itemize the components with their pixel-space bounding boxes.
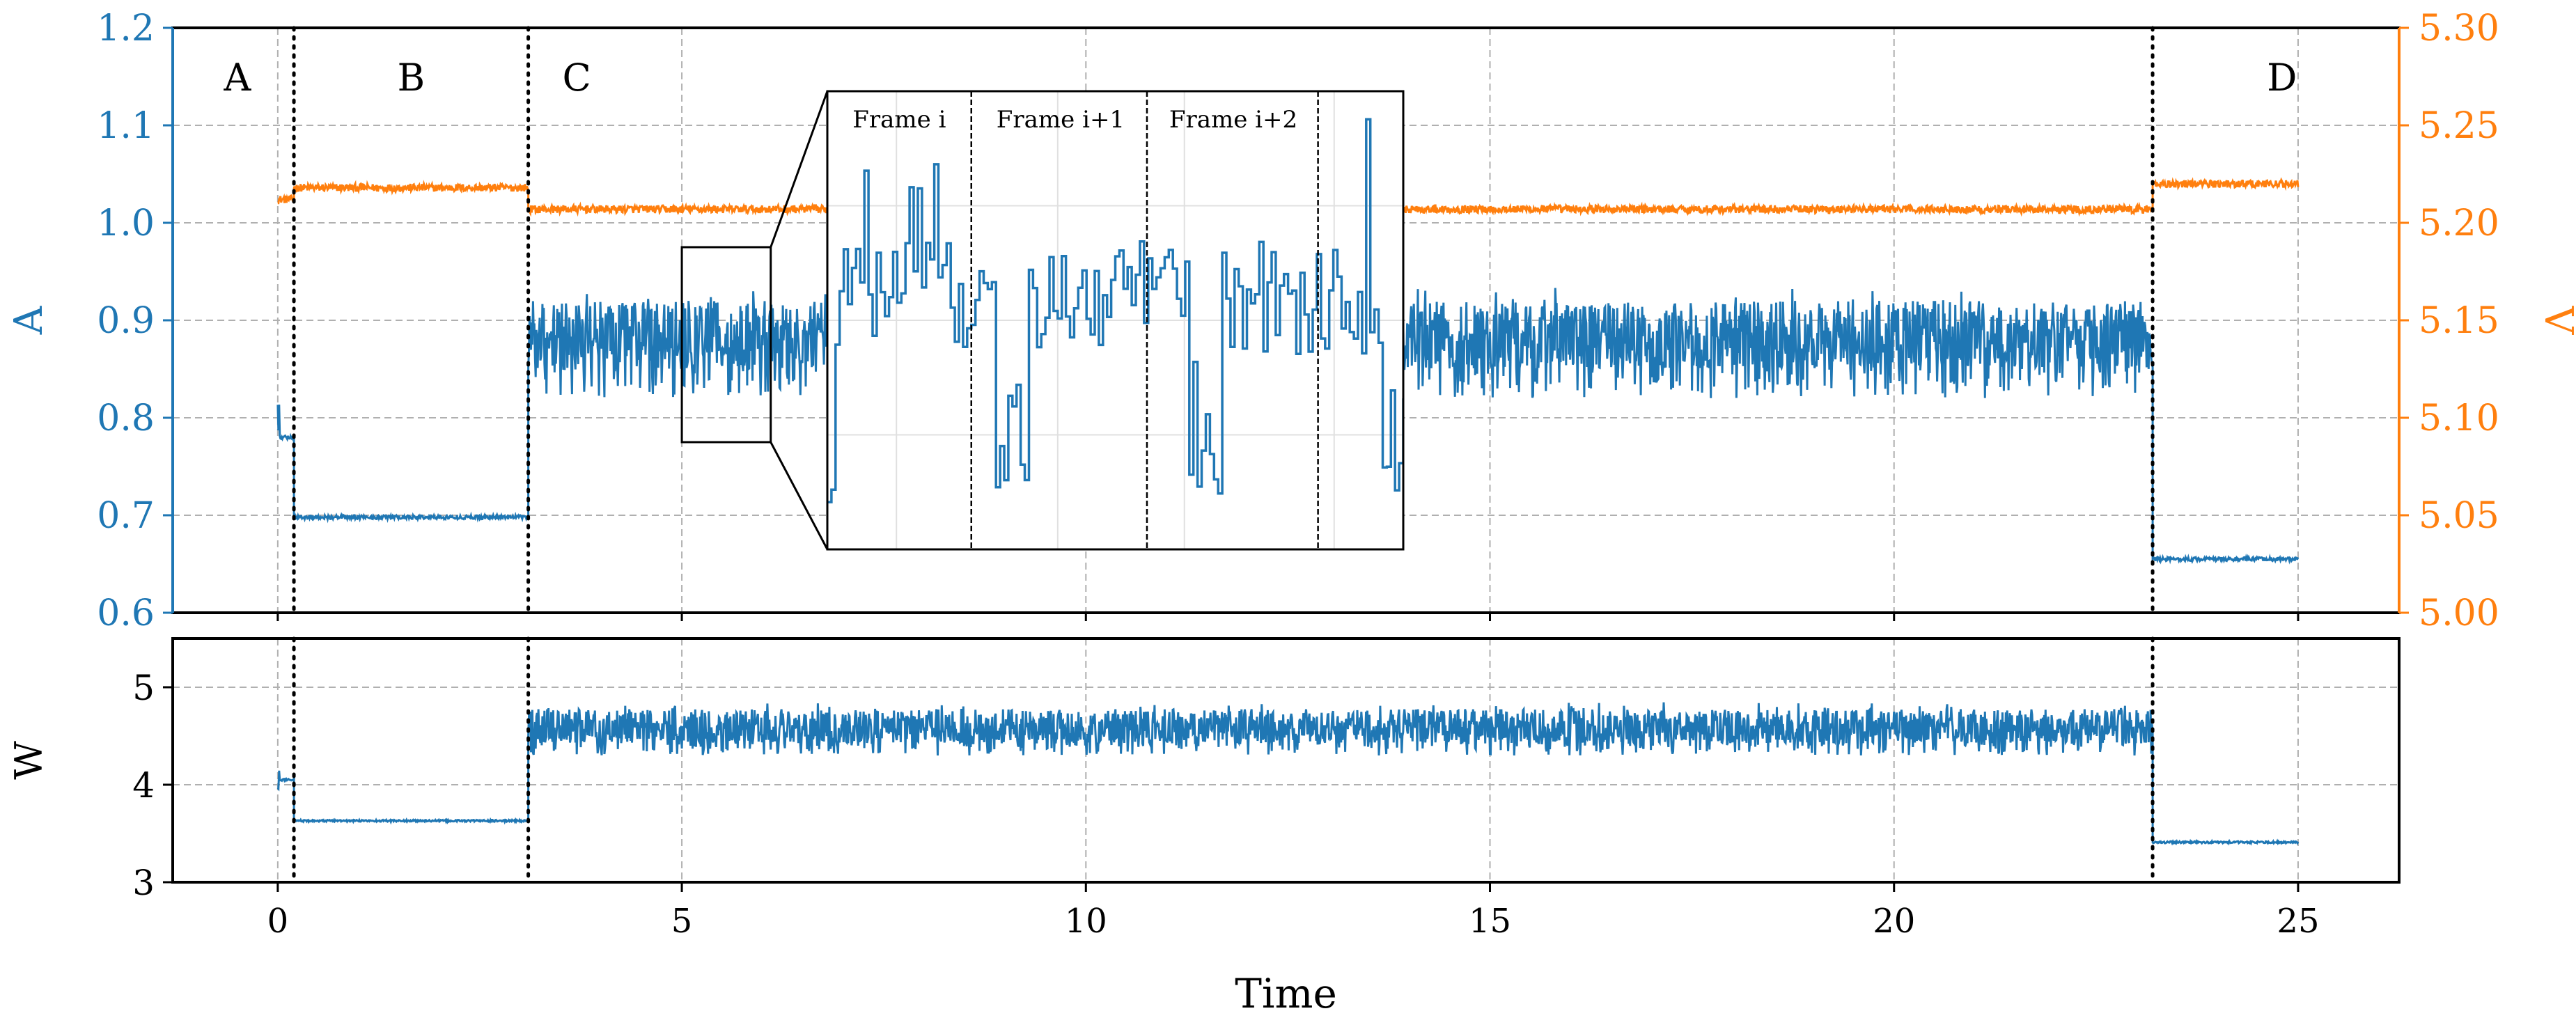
right-y-tick-label: 5.15 — [2419, 300, 2499, 342]
right-y-axis-label: V — [2536, 306, 2576, 336]
x-tick-label: 5 — [671, 902, 693, 941]
phase-label: A — [223, 56, 251, 100]
x-tick-label: 20 — [1873, 902, 1915, 941]
phase-label: B — [397, 56, 425, 100]
left-y-tick-label: 1.0 — [97, 203, 155, 244]
left-y-tick-label: 1.2 — [97, 8, 155, 49]
phase-label: C — [563, 56, 591, 100]
power-series-line — [276, 702, 2300, 846]
right-y-tick-label: 5.10 — [2419, 398, 2499, 439]
x-axis-label: Time — [1235, 970, 1337, 1017]
right-y-tick-label: 5.05 — [2419, 495, 2499, 537]
left-y-axis-label: A — [6, 306, 52, 335]
bottom-axes-frame — [171, 637, 2401, 884]
x-tick-label: 15 — [1469, 902, 1511, 941]
left-y-tick-label: 0.7 — [97, 495, 155, 537]
inset-plot-area — [827, 91, 1403, 549]
x-tick-label: 0 — [267, 902, 289, 941]
left-y-tick-label: 0.8 — [97, 398, 155, 439]
inset-border — [826, 90, 1405, 551]
zoom-connector-top — [770, 91, 829, 248]
x-tick-label: 25 — [2277, 902, 2319, 941]
right-y-tick-label: 5.00 — [2419, 593, 2499, 634]
left-y-tick-label: 1.1 — [97, 105, 155, 147]
bottom-y-axis-label: W — [7, 741, 51, 780]
bottom-plot-area — [276, 702, 2300, 846]
inset-frame-label: Frame i+1 — [997, 106, 1125, 134]
zoom-connector-bottom — [770, 441, 829, 550]
x-tick-label: 10 — [1065, 902, 1107, 941]
right-y-tick-label: 5.25 — [2419, 105, 2499, 147]
inset-frame-label: Frame i — [852, 106, 946, 134]
zoom-source-box — [680, 246, 772, 444]
bottom-y-tick-label: 3 — [132, 863, 155, 903]
inset-frame-label: Frame i+2 — [1169, 106, 1297, 134]
bottom-y-tick-label: 5 — [132, 668, 155, 708]
right-y-tick-label: 5.30 — [2419, 8, 2499, 49]
bottom-y-tick-label: 4 — [132, 765, 155, 806]
phase-label: D — [2267, 56, 2297, 100]
left-y-tick-label: 0.6 — [97, 593, 155, 634]
left-y-tick-label: 0.9 — [97, 300, 155, 342]
right-y-tick-label: 5.20 — [2419, 203, 2499, 244]
inset-current-trace — [827, 118, 1403, 503]
